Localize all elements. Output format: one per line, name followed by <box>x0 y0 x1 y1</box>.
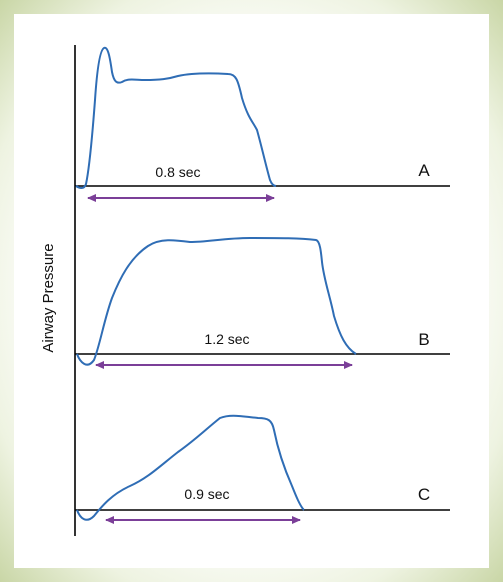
panel-c: 0.9 sec C <box>75 414 450 524</box>
pressure-curve-b <box>76 236 357 366</box>
pressure-curve-a <box>75 46 277 189</box>
duration-label-b: 1.2 sec <box>204 331 249 347</box>
panel-a: 0.8 sec A <box>75 46 450 202</box>
figure-panel <box>14 14 489 568</box>
panel-b: 1.2 sec B <box>75 236 450 369</box>
duration-label-c: 0.9 sec <box>184 486 229 502</box>
pressure-curve-c <box>76 414 305 521</box>
y-axis-label: Airway Pressure <box>40 243 57 352</box>
panel-letter-b: B <box>418 330 429 349</box>
panel-letter-c: C <box>418 485 430 504</box>
panel-letter-a: A <box>418 161 430 180</box>
duration-label-a: 0.8 sec <box>155 164 200 180</box>
